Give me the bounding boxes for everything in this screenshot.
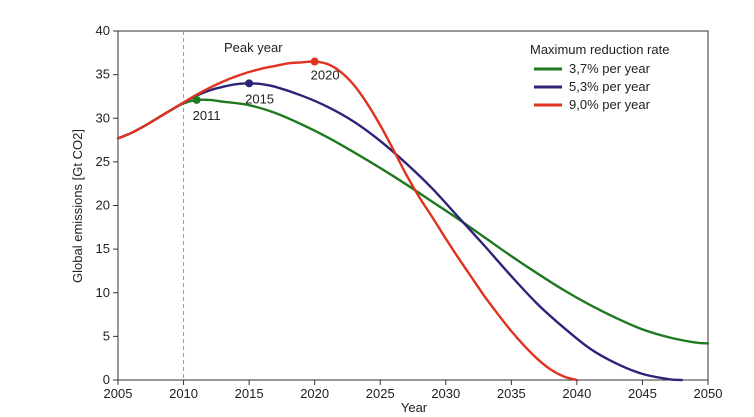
y-tick-label: 10 [96, 285, 110, 300]
peak-label-2: 2020 [311, 68, 340, 83]
x-tick-label: 2050 [694, 386, 723, 401]
x-tick-label: 2035 [497, 386, 526, 401]
legend-label-1: 5,3% per year [569, 79, 651, 94]
series-line-0 [116, 98, 710, 345]
y-tick-label: 15 [96, 241, 110, 256]
peak-marker-2 [310, 57, 319, 66]
legend-label-0: 3,7% per year [569, 61, 651, 76]
y-tick-label: 5 [103, 328, 110, 343]
y-axis-ticks: 0 5 10 15 20 25 30 35 40 [96, 23, 118, 387]
peak-label-1: 2015 [245, 91, 274, 106]
y-tick-label: 20 [96, 198, 110, 213]
peak-marker-0 [192, 95, 201, 104]
y-tick-label: 30 [96, 110, 110, 125]
x-axis-title: Year [401, 400, 428, 415]
x-tick-label: 2025 [366, 386, 395, 401]
legend-label-2: 9,0% per year [569, 97, 651, 112]
x-tick-label: 2005 [104, 386, 133, 401]
legend: Maximum reduction rate 3,7% per year 5,3%… [530, 42, 669, 112]
peak-year-annotation: Peak year [224, 40, 283, 55]
series-line-2 [116, 60, 579, 382]
peak-label-0: 2011 [193, 108, 221, 123]
y-tick-label: 35 [96, 67, 110, 82]
peak-marker-1 [245, 79, 254, 88]
x-tick-label: 2015 [235, 386, 264, 401]
legend-title: Maximum reduction rate [530, 42, 669, 57]
x-tick-label: 2045 [628, 386, 657, 401]
peak-markers: 2011 2015 2020 [192, 57, 340, 123]
series-line-1 [116, 82, 683, 382]
y-tick-label: 40 [96, 23, 110, 38]
x-tick-label: 2040 [562, 386, 591, 401]
x-tick-label: 2030 [431, 386, 460, 401]
y-tick-label: 25 [96, 154, 110, 169]
y-axis-title: Global emissions [Gt CO2] [70, 129, 85, 283]
x-tick-label: 2010 [169, 386, 198, 401]
series-layer [116, 60, 710, 382]
x-axis-ticks: 2005 2010 2015 2020 2025 2030 2035 2040 2045 2050 [104, 380, 723, 401]
y-tick-label: 0 [103, 372, 110, 387]
x-tick-label: 2020 [300, 386, 329, 401]
